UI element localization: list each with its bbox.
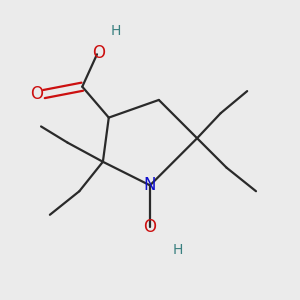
Text: H: H bbox=[111, 24, 121, 38]
Text: O: O bbox=[30, 85, 43, 103]
Text: O: O bbox=[143, 218, 157, 236]
Text: N: N bbox=[144, 176, 156, 194]
Text: H: H bbox=[173, 243, 183, 257]
Text: O: O bbox=[92, 44, 105, 62]
